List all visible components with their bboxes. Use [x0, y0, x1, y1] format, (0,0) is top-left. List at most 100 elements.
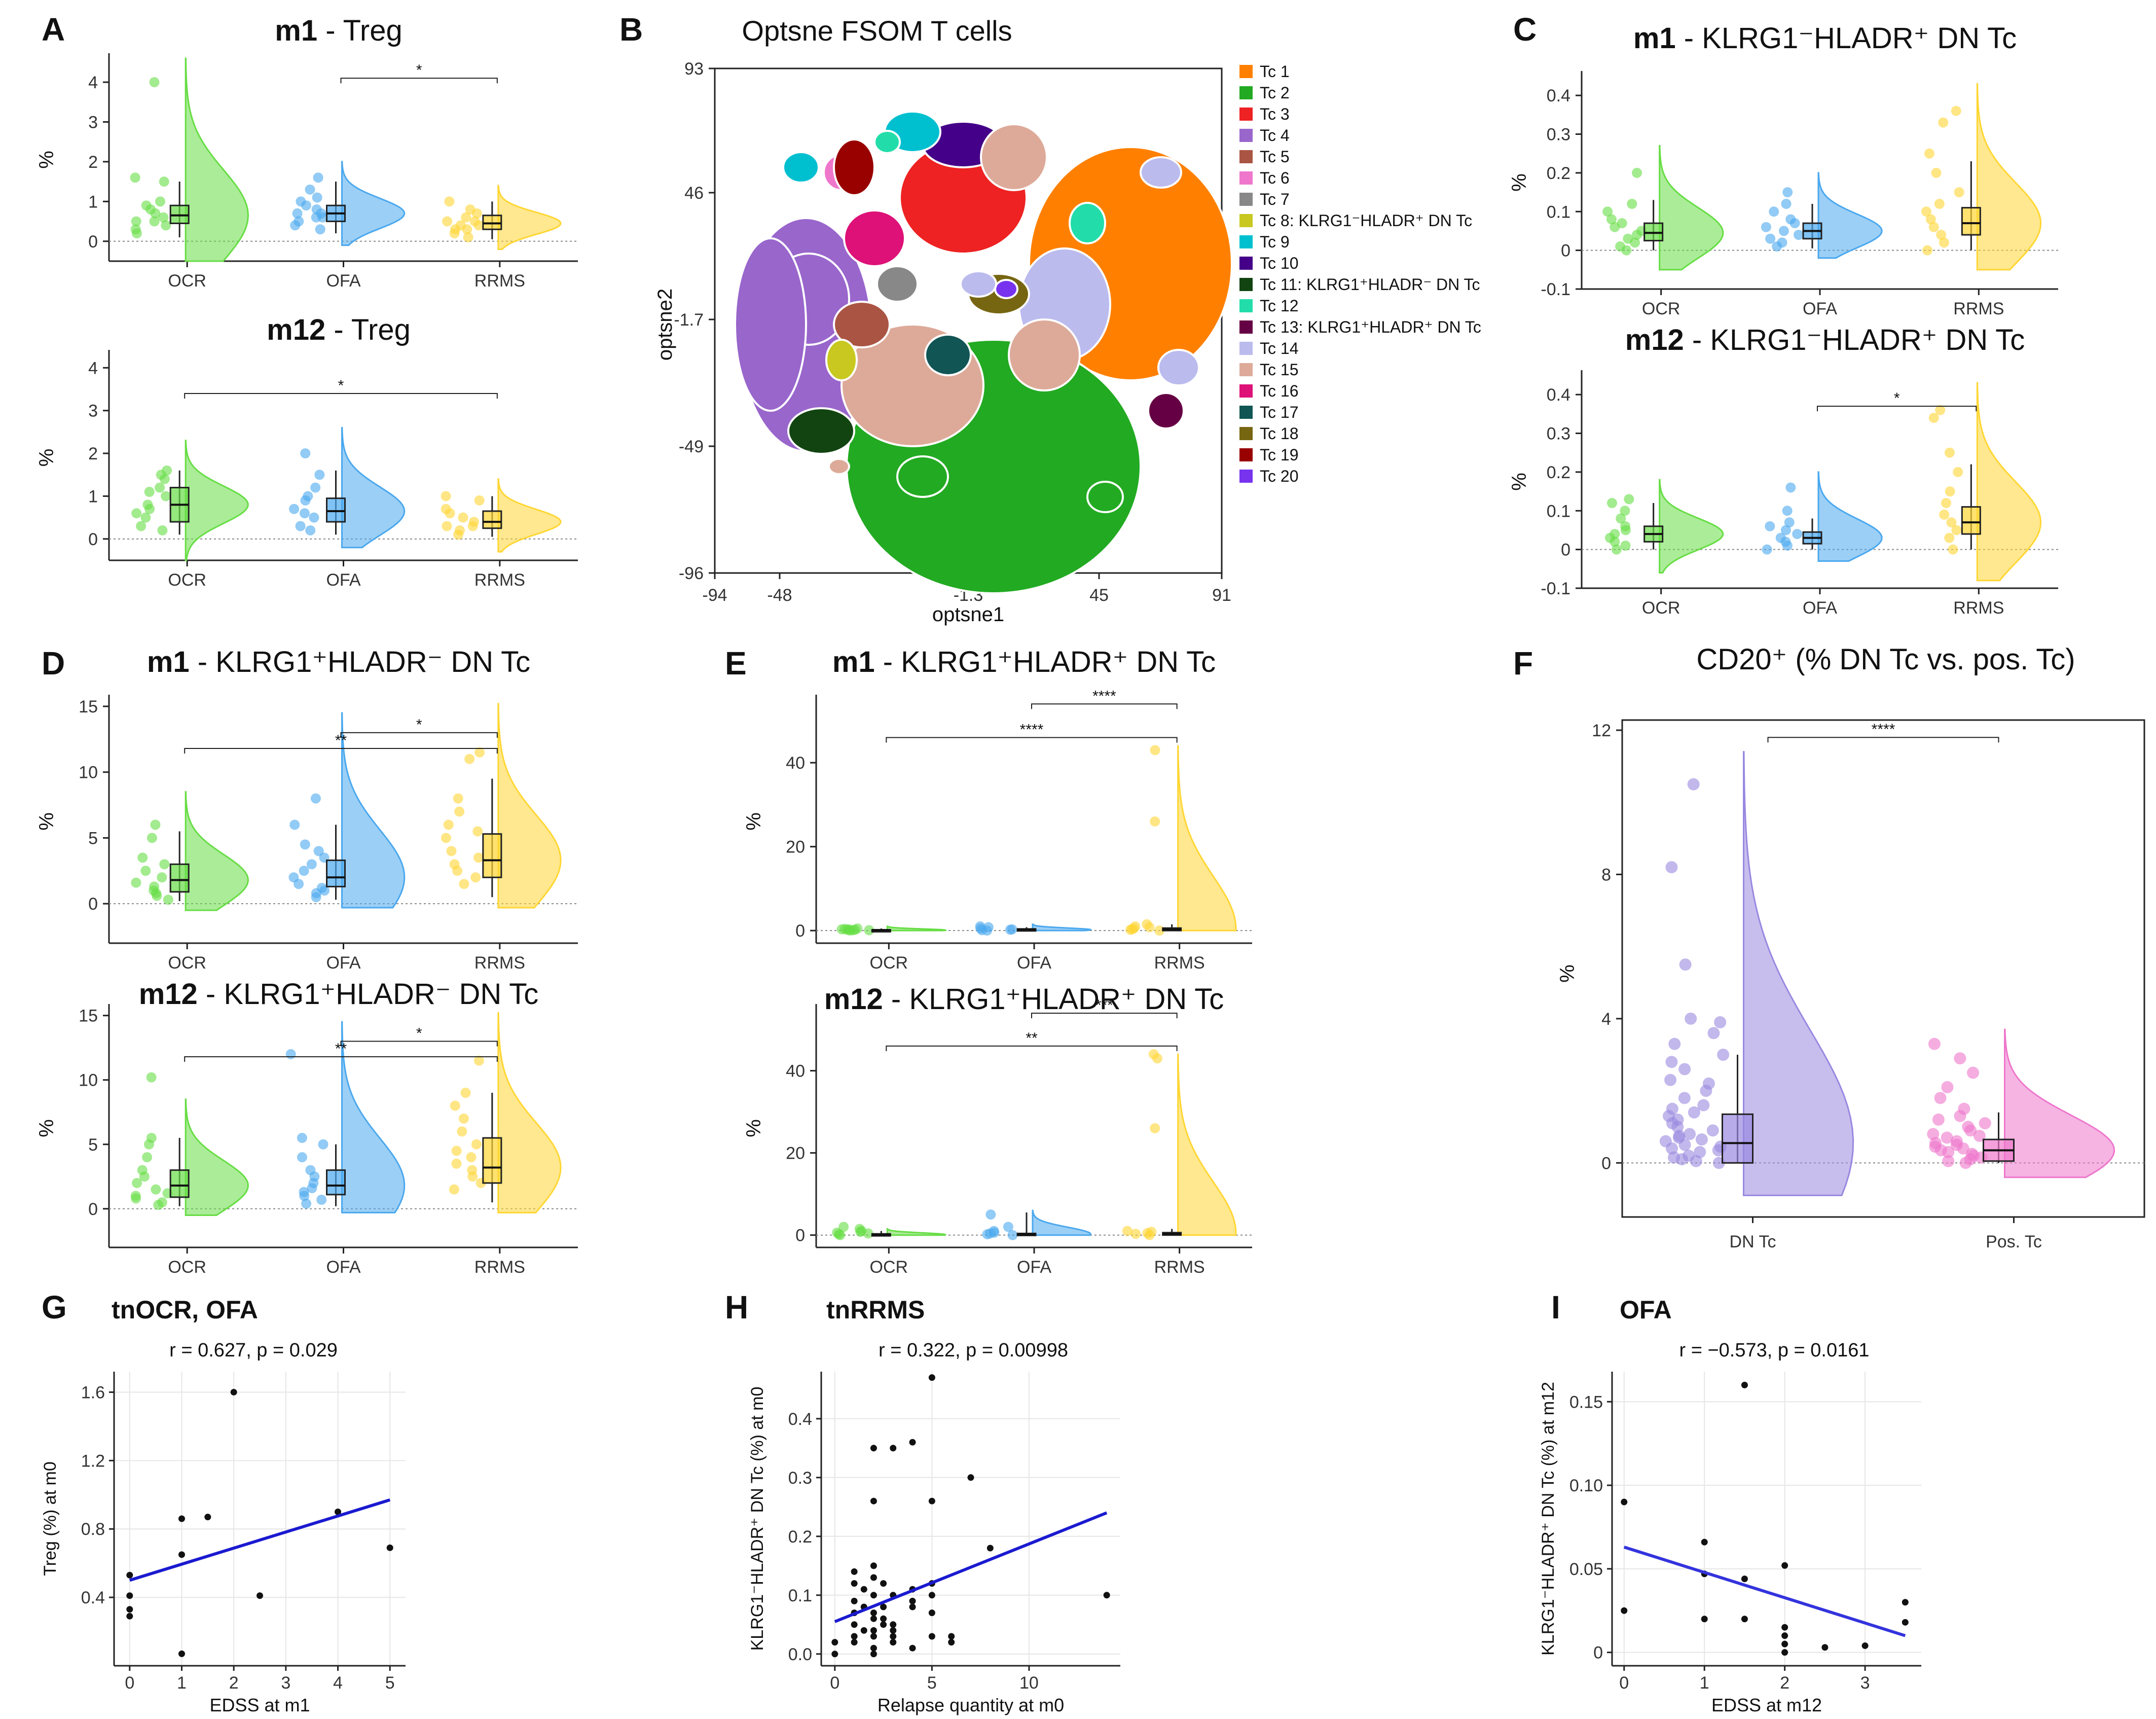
data-point — [1938, 117, 1949, 128]
data-point — [155, 196, 166, 207]
legend-swatch — [1239, 448, 1253, 461]
cluster-region — [828, 458, 850, 475]
y-tick-label: 5 — [88, 829, 98, 848]
x-tick-label: OCR — [1642, 299, 1680, 318]
x-tick-label: OCR — [168, 570, 206, 590]
data-point — [1924, 148, 1934, 159]
plot-frame — [1621, 719, 2145, 1218]
x-tick-label: RRMS — [474, 570, 525, 590]
data-point — [151, 1184, 161, 1195]
data-point — [852, 923, 863, 934]
data-point — [1948, 544, 1958, 555]
data-point — [870, 1644, 877, 1652]
chart-title-text: - KLRG1⁻HLADR⁺ DN Tc — [1684, 324, 2025, 356]
data-point — [473, 1055, 484, 1066]
y-tick-label: 0 — [1561, 541, 1570, 560]
y-tick-label: 0.05 — [1569, 1560, 1603, 1579]
data-point — [1621, 1498, 1628, 1506]
data-point — [294, 216, 304, 227]
x-tick-label: 3 — [281, 1673, 290, 1693]
y-tick-label: 0.4 — [788, 1410, 812, 1429]
significance-label: **** — [1872, 721, 1895, 738]
x-tick-label: 10 — [1019, 1673, 1039, 1693]
data-point — [1780, 525, 1791, 535]
violin — [1177, 1053, 1237, 1236]
x-tick-label: RRMS — [1953, 598, 2004, 618]
data-point — [1945, 486, 1955, 497]
y-tick-label: 0 — [88, 232, 98, 252]
data-point — [299, 508, 310, 519]
data-point — [831, 1639, 838, 1646]
y-tick-label: 8 — [1601, 865, 1611, 884]
y-tick-label: 5 — [88, 1135, 98, 1155]
legend-label: Tc 15 — [1260, 361, 1298, 379]
significance-bracket — [184, 392, 498, 399]
cluster-region — [980, 123, 1048, 191]
data-point — [386, 1544, 393, 1551]
chart-title-text: - KLRG1⁺HLADR⁺ DN Tc — [883, 983, 1224, 1016]
data-point — [890, 1621, 897, 1628]
box — [169, 863, 190, 893]
significance-bracket — [340, 78, 498, 84]
x-tick-label: OFA — [1017, 1258, 1051, 1277]
y-tick-label: 0.1 — [1547, 202, 1570, 222]
panel-letter-f: F — [1513, 645, 1533, 682]
data-point — [1741, 1575, 1748, 1583]
x-tick-label: OCR — [168, 1258, 206, 1277]
data-point — [880, 1615, 887, 1622]
data-point — [204, 1514, 211, 1521]
x-tick-label: Pos. Tc — [1986, 1232, 2042, 1251]
data-point — [289, 504, 300, 514]
x-axis-label: Relapse quantity at m0 — [878, 1695, 1064, 1715]
data-point — [464, 754, 475, 764]
data-point — [1942, 1155, 1955, 1167]
x-tick-label: OFA — [1017, 953, 1051, 973]
data-point — [147, 833, 157, 843]
data-point — [157, 1197, 167, 1208]
panel-letter-b: B — [619, 11, 643, 48]
data-point — [315, 224, 325, 235]
y-axis-label: % — [35, 812, 58, 831]
data-point — [161, 491, 171, 502]
data-point — [1695, 1133, 1708, 1146]
data-point — [1778, 226, 1789, 236]
cluster-region — [1140, 156, 1182, 189]
data-point — [1921, 206, 1931, 217]
data-point — [989, 1226, 999, 1236]
data-point — [870, 1574, 877, 1581]
y-axis-label: KLRG1⁻HLADR⁺ DN Tc (%) at m0 — [748, 1387, 767, 1651]
data-point — [444, 196, 455, 207]
data-point — [1103, 1592, 1110, 1599]
data-point — [928, 1497, 935, 1505]
box — [169, 1169, 190, 1198]
data-point — [975, 921, 985, 932]
y-tick-label: -49 — [679, 437, 704, 456]
data-point — [1621, 1607, 1628, 1614]
significance-label: * — [1894, 390, 1900, 407]
box — [1961, 506, 1981, 535]
data-point — [159, 176, 169, 187]
chart-title: m1 - KLRG1⁺HLADR⁺ DN Tc — [832, 646, 1216, 678]
y-tick-label: 10 — [79, 1071, 98, 1090]
y-tick-label: 0.1 — [788, 1586, 812, 1605]
data-point — [928, 1609, 935, 1617]
y-tick-label: 2 — [88, 153, 98, 172]
legend-swatch — [1239, 171, 1253, 185]
y-tick-label: 40 — [786, 1062, 805, 1081]
x-tick-label: 0 — [1619, 1673, 1629, 1693]
legend-label: Tc 19 — [1260, 446, 1298, 464]
data-point — [451, 1158, 462, 1169]
data-point — [1929, 1137, 1942, 1150]
data-point — [126, 1613, 133, 1620]
legend-label: Tc 12 — [1260, 297, 1298, 315]
data-point — [838, 1222, 849, 1232]
cluster-region — [1147, 392, 1185, 429]
y-tick-label: 0 — [795, 921, 805, 941]
data-point — [1761, 222, 1771, 232]
x-tick-label: OFA — [326, 271, 360, 291]
x-tick-label: OFA — [326, 1258, 360, 1277]
legend-swatch — [1239, 193, 1253, 206]
cluster-region — [833, 301, 891, 348]
data-point — [1762, 544, 1772, 555]
